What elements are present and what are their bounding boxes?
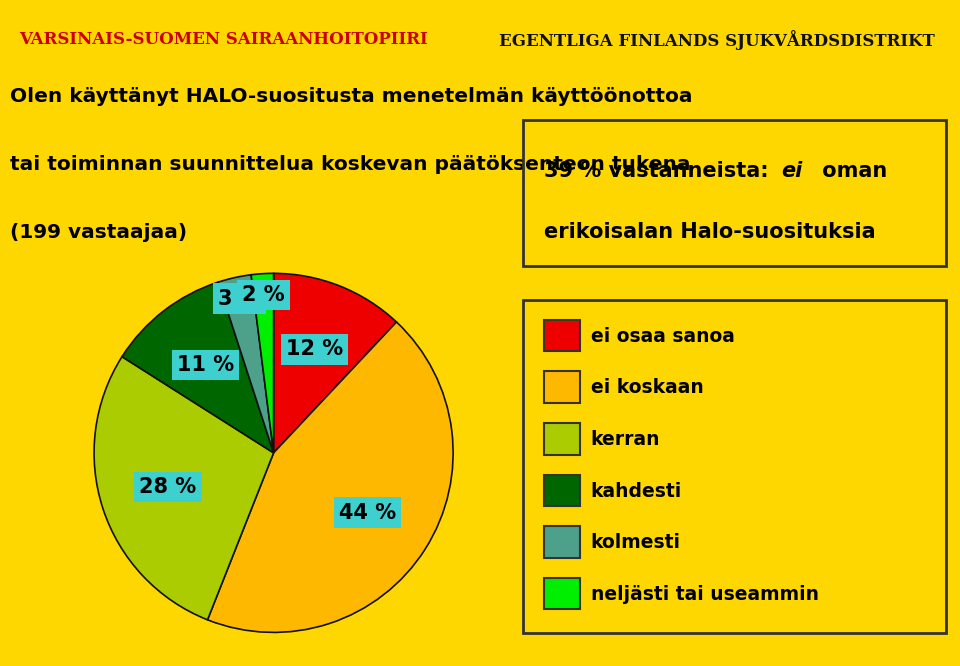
- Text: erikoisalan Halo-suosituksia: erikoisalan Halo-suosituksia: [544, 222, 876, 242]
- Text: (199 vastaajaa): (199 vastaajaa): [10, 223, 187, 242]
- Text: EGENTLIGA FINLANDS SJUKVÅRDSDISTRIKT: EGENTLIGA FINLANDS SJUKVÅRDSDISTRIKT: [499, 30, 935, 50]
- Text: 11 %: 11 %: [177, 355, 234, 375]
- Text: tai toiminnan suunnittelua koskevan päätöksenteon tukena: tai toiminnan suunnittelua koskevan päät…: [10, 155, 690, 174]
- Text: Olen käyttänyt HALO-suositusta menetelmän käyttöönottoa: Olen käyttänyt HALO-suositusta menetelmä…: [10, 87, 692, 106]
- Text: 3 %: 3 %: [218, 288, 260, 309]
- FancyBboxPatch shape: [544, 423, 580, 454]
- Text: 39 % vastanneista:: 39 % vastanneista:: [544, 161, 777, 181]
- Text: 12 %: 12 %: [286, 340, 343, 360]
- Text: kerran: kerran: [590, 430, 660, 449]
- Wedge shape: [252, 273, 274, 453]
- Text: oman: oman: [815, 161, 887, 181]
- Text: ei: ei: [780, 161, 803, 181]
- FancyBboxPatch shape: [544, 320, 580, 352]
- Wedge shape: [274, 273, 396, 453]
- FancyBboxPatch shape: [544, 474, 580, 506]
- Text: kolmesti: kolmesti: [590, 533, 681, 552]
- Wedge shape: [94, 357, 274, 620]
- Text: kahdesti: kahdesti: [590, 482, 682, 501]
- FancyBboxPatch shape: [544, 526, 580, 557]
- FancyBboxPatch shape: [544, 577, 580, 609]
- Text: 44 %: 44 %: [339, 503, 396, 523]
- Text: ei osaa sanoa: ei osaa sanoa: [590, 327, 734, 346]
- Text: 28 %: 28 %: [139, 478, 196, 498]
- Wedge shape: [207, 322, 453, 633]
- FancyBboxPatch shape: [544, 372, 580, 403]
- Wedge shape: [218, 275, 274, 453]
- Wedge shape: [122, 282, 274, 453]
- Text: ei koskaan: ei koskaan: [590, 378, 704, 398]
- Text: VARSINAIS-SUOMEN SAIRAANHOITOPIIRI: VARSINAIS-SUOMEN SAIRAANHOITOPIIRI: [19, 31, 428, 49]
- Text: neljästi tai useammin: neljästi tai useammin: [590, 585, 819, 604]
- Text: 2 %: 2 %: [242, 285, 285, 305]
